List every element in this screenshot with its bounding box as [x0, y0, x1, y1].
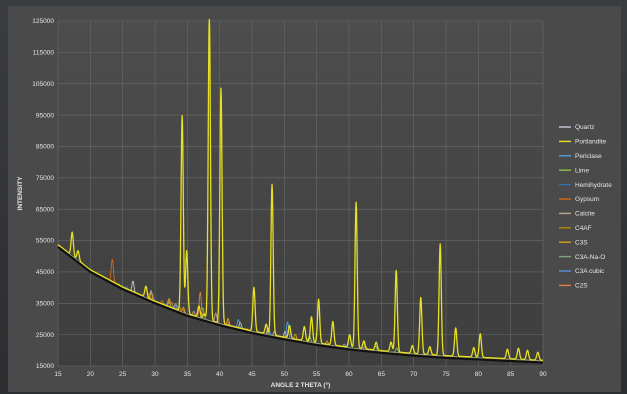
y-tick-label: 25000: [36, 332, 54, 339]
x-tick-label: 35: [184, 371, 192, 378]
x-tick-label: 25: [119, 371, 127, 378]
legend-entry: C3A cubic: [575, 268, 605, 275]
legend-entry: C4AF: [575, 225, 592, 232]
legend-entry: Gypsum: [575, 196, 599, 203]
legend-entry: Quartz: [575, 124, 595, 131]
y-tick-label: 105000: [32, 81, 54, 88]
x-tick-label: 75: [442, 371, 450, 378]
series-line: [57, 18, 544, 361]
legend-entry: C3A-Na-O: [575, 254, 605, 261]
x-tick-labels: 15 20 25 30 35 40 45 50 55 60 65 70 75 80 85 90: [54, 371, 547, 378]
x-tick-label: 15: [54, 371, 62, 378]
legend-entry: Portlandite: [575, 139, 606, 146]
y-tick-label: 65000: [36, 206, 54, 213]
x-tick-label: 40: [216, 371, 224, 378]
y-tick-label: 115000: [33, 50, 55, 57]
x-tick-label: 50: [281, 371, 289, 378]
legend-entry: C3S: [575, 239, 588, 246]
y-tick-label: 95000: [36, 112, 54, 119]
y-tick-label: 75000: [36, 175, 54, 182]
x-tick-label: 55: [313, 371, 321, 378]
x-tick-label: 20: [87, 371, 95, 378]
x-tick-label: 45: [248, 371, 256, 378]
x-tick-label: 90: [539, 371, 547, 378]
legend: Quartz Portlandite Periclase Lime Hemihydrat…: [559, 124, 612, 290]
x-axis-title: ANGLE 2 THETA (°): [271, 381, 331, 389]
legend-entry: Calcite: [575, 211, 595, 218]
x-tick-label: 85: [507, 371, 515, 378]
background-curve: [57, 245, 544, 364]
x-tick-label: 30: [151, 371, 159, 378]
legend-entry: Lime: [575, 167, 589, 174]
chart-svg: 15 20 25 30 35 40 45 50 55 60 65 70 75 80 85 90 15000 25…: [17, 18, 612, 389]
y-tick-label: 125000: [32, 18, 54, 25]
x-tick-label: 60: [345, 371, 353, 378]
grid: [57, 20, 544, 367]
x-tick-label: 80: [475, 371, 483, 378]
y-tick-label: 55000: [36, 238, 54, 245]
legend-entry: Periclase: [575, 153, 602, 160]
y-tick-label: 45000: [36, 269, 54, 276]
legend-entry: Hemihydrate: [575, 182, 612, 189]
baseline-layer: [57, 245, 544, 364]
legend-entry: C2S: [575, 283, 588, 290]
y-tick-label: 15000: [36, 363, 54, 370]
y-axis-title: INTENSITY: [17, 176, 24, 211]
xrd-chart: 15 20 25 30 35 40 45 50 55 60 65 70 75 80 85 90 15000 25…: [8, 6, 621, 392]
y-tick-label: 85000: [36, 144, 54, 151]
x-tick-label: 65: [378, 371, 386, 378]
plot-area: [58, 21, 543, 366]
y-tick-label: 35000: [36, 300, 54, 307]
x-tick-label: 70: [410, 371, 418, 378]
y-tick-labels: 15000 25000 35000 45000 55000 65000 75000 85000…: [32, 18, 54, 370]
